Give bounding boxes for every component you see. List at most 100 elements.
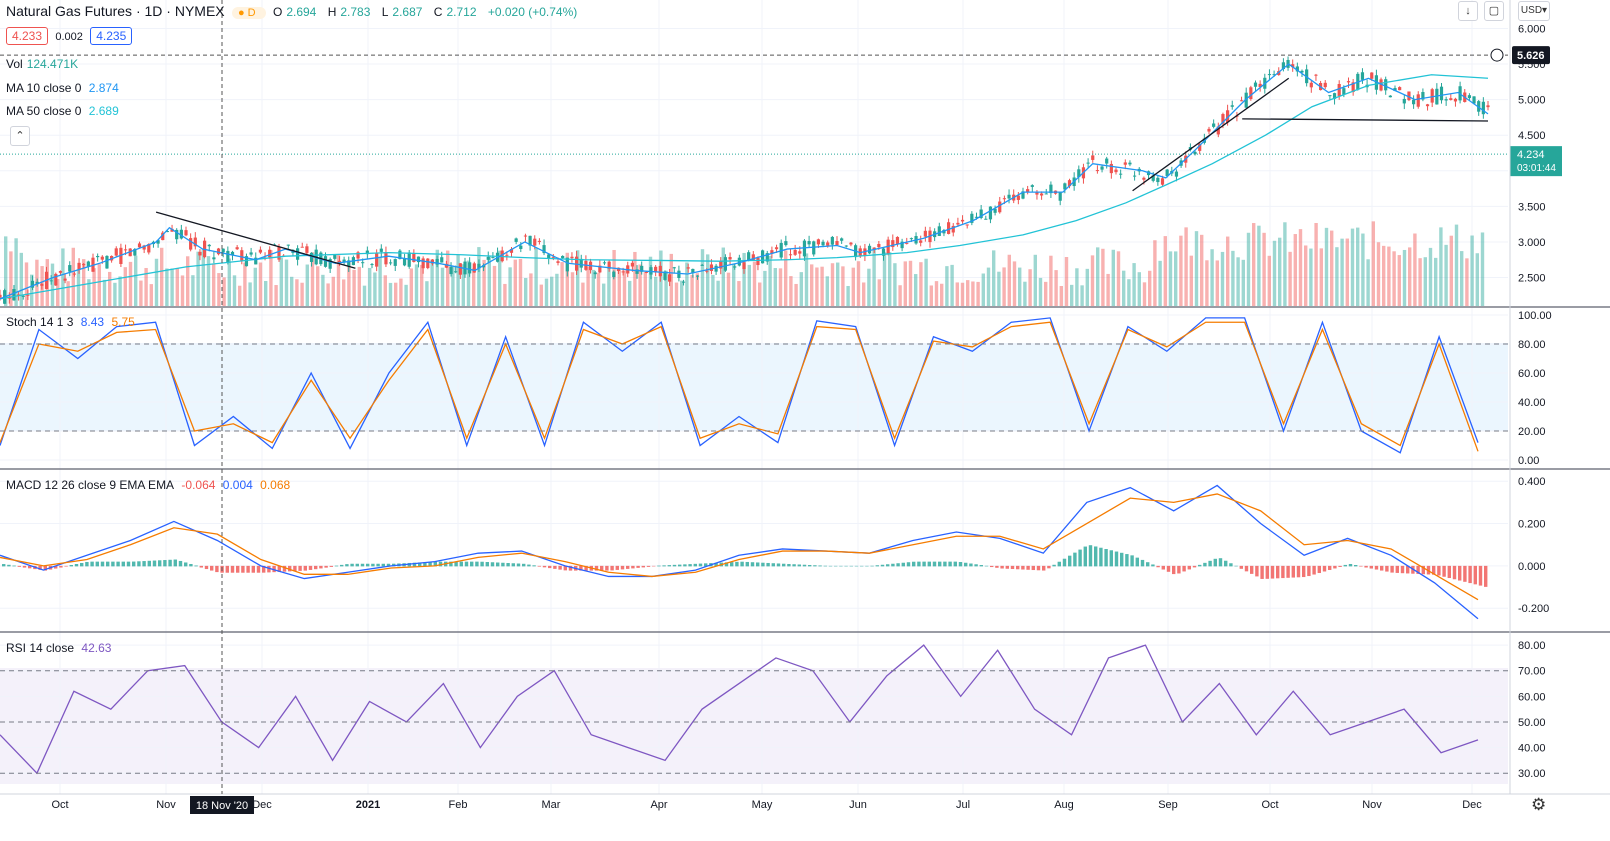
volume-bar <box>394 282 398 306</box>
volume-bar <box>555 273 559 306</box>
macd-histogram-bar <box>553 565 557 569</box>
volume-bar <box>674 282 679 306</box>
volume-bar <box>513 259 517 306</box>
market-status-letter: D <box>247 7 256 19</box>
volume-bar <box>186 256 190 306</box>
rsi-legend[interactable]: RSI 14 close 42.63 <box>6 641 115 655</box>
macd-histogram-bar <box>990 565 994 568</box>
volume-bar <box>456 254 460 306</box>
candle-body <box>1016 195 1020 200</box>
candle-body <box>849 242 853 245</box>
pane-axis-tick: -0.200 <box>1518 603 1549 615</box>
candle-body <box>361 262 365 264</box>
macd-histogram-bar <box>1078 549 1082 567</box>
ma50-label: MA 50 close 0 <box>6 104 82 118</box>
volume-bar <box>784 250 788 306</box>
macd-histogram-bar <box>1021 565 1025 570</box>
macd-histogram-bar <box>1281 565 1285 579</box>
candle-body <box>1212 123 1216 127</box>
volume-bar <box>425 281 429 306</box>
volume-bar <box>1220 251 1225 306</box>
macd-histogram-bar <box>1229 563 1233 567</box>
x-axis-label: Nov <box>1362 799 1382 811</box>
candle-body <box>551 256 555 258</box>
currency-label: USD <box>1520 5 1543 16</box>
macd-histogram-bar <box>1130 555 1134 567</box>
macd-histogram-bar <box>1156 565 1160 568</box>
candle-body <box>1425 104 1430 107</box>
candle-body <box>212 257 216 260</box>
volume-bar <box>1413 233 1417 306</box>
macd-histogram-bar <box>901 562 905 567</box>
macd-histogram-bar <box>95 561 99 567</box>
macd-histogram-bar <box>1109 550 1113 567</box>
candle-body <box>207 244 211 247</box>
candle-body <box>1021 191 1025 199</box>
signal-line <box>0 493 1479 601</box>
macd-legend[interactable]: MACD 12 26 close 9 EMA EMA -0.064 0.004 … <box>6 478 294 492</box>
candle-body <box>681 281 686 283</box>
candle-body <box>468 262 472 274</box>
candle-body <box>956 222 960 225</box>
currency-select[interactable]: USD▾ <box>1518 1 1550 21</box>
macd-histogram-bar <box>610 565 614 571</box>
volume-bar <box>763 270 767 306</box>
volume-bar <box>1142 282 1147 306</box>
volume-bar <box>1314 223 1318 306</box>
macd-histogram-bar <box>438 561 443 567</box>
stoch-legend[interactable]: Stoch 14 1 3 8.43 5.75 <box>6 315 139 329</box>
x-axis-label: Dec <box>252 799 272 811</box>
macd-histogram-bar <box>969 563 973 567</box>
volume-bar <box>1189 255 1193 306</box>
candle-body <box>426 258 430 269</box>
candle-body <box>1030 185 1034 187</box>
volume-legend[interactable]: Vol 124.471K <box>6 57 82 71</box>
ma10-legend[interactable]: MA 10 close 0 2.874 <box>6 81 123 95</box>
sell-button[interactable]: 4.233 <box>6 27 49 45</box>
rsi-value: 42.63 <box>81 641 112 655</box>
macd-histogram-bar <box>288 565 292 572</box>
volume-bar <box>1418 258 1422 306</box>
ma50-legend[interactable]: MA 50 close 0 2.689 <box>6 104 123 118</box>
candle-body <box>774 247 779 250</box>
candle-body <box>1198 144 1202 151</box>
symbol-title[interactable]: Natural Gas Futures · 1D · NYMEX <box>6 3 225 19</box>
volume-bar <box>1158 260 1162 306</box>
macd-histogram-bar <box>199 565 203 568</box>
candle-body <box>900 241 904 249</box>
volume-bar <box>217 273 221 306</box>
candle-body <box>1230 105 1234 107</box>
macd-histogram-bar <box>215 565 219 573</box>
macd-histogram-bar <box>1005 565 1009 569</box>
collapse-legend-button[interactable]: ⌃ <box>10 126 30 146</box>
candle-body <box>826 242 830 246</box>
candle-body <box>0 294 2 298</box>
buy-button[interactable]: 4.235 <box>90 27 133 45</box>
macd-histogram-bar <box>1036 565 1041 571</box>
macd-histogram-bar <box>1172 565 1176 575</box>
download-button[interactable]: ↓ <box>1458 1 1478 21</box>
volume-bar <box>518 258 523 306</box>
macd-histogram-bar <box>875 565 879 567</box>
volume-bar <box>690 274 694 306</box>
macd-histogram-bar <box>984 565 989 567</box>
macd-histogram-bar <box>277 565 281 572</box>
volume-bar <box>1215 260 1219 306</box>
settings-icon[interactable]: ⚙ <box>1531 795 1547 814</box>
countdown-label: 03:01:44 <box>1517 163 1556 174</box>
volume-bar <box>1428 247 1433 306</box>
candle-body <box>277 246 281 260</box>
volume-bar <box>227 258 231 306</box>
volume-bar <box>903 261 907 306</box>
candle-body <box>1100 166 1104 170</box>
trendline <box>155 211 356 269</box>
macd-histogram-bar <box>412 562 417 567</box>
volume-bar <box>544 278 549 306</box>
volume-bar <box>596 272 601 306</box>
candle-body <box>1239 100 1244 102</box>
macd-histogram-bar <box>740 561 744 567</box>
fullscreen-button[interactable]: ▢ <box>1484 1 1504 21</box>
volume-bar <box>113 282 117 306</box>
candle-body <box>565 257 569 272</box>
